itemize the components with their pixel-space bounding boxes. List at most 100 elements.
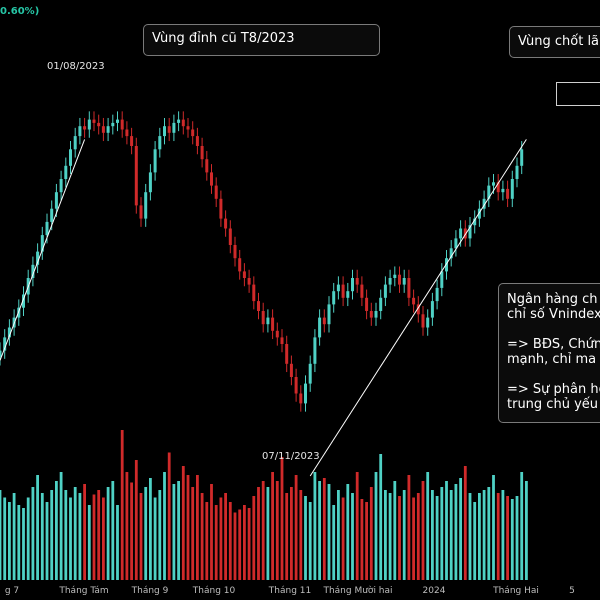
candle-body [407,278,411,298]
candle-body [106,126,110,133]
price-change-label: 0.60%) [0,6,40,17]
candle-body [238,258,242,272]
candle-body [92,119,96,123]
volume-bar [0,490,2,580]
volume-bar [463,466,467,580]
candle-body [177,119,181,123]
candle-body [351,278,354,292]
x-tick-label: Tháng 11 [268,586,312,596]
volume-bar [445,481,448,580]
candle-body [0,350,2,358]
candle-body [22,294,25,308]
volume-bar [87,505,91,580]
volume-bar [233,512,237,580]
candle-body [360,284,364,298]
volume-bar [8,502,11,580]
volume-bar [275,481,279,580]
candle-body [69,149,72,166]
volume-bar [210,484,213,580]
candle-body [31,264,35,278]
volume-bar [158,490,162,580]
volume-bar [26,497,30,580]
volume-bar [116,505,119,580]
x-tick-label: Tháng 9 [131,586,169,596]
volume-bar [40,493,44,580]
volume-bar [520,472,524,580]
candle-body [445,258,448,272]
candle-body [332,291,336,305]
volume-bar [17,505,21,580]
candle-body [515,165,519,179]
volume-bar [261,481,265,580]
volume-bar [459,478,462,580]
candle-body [205,159,209,173]
candle-body [73,136,77,150]
candle-body [40,235,44,252]
volume-bar [172,484,176,580]
candle-body [346,291,350,298]
volume-bar [59,472,63,580]
volume-bar [196,475,199,580]
volume-bar [313,472,317,580]
candle-body [379,297,383,311]
volume-bar [163,472,166,580]
volume-bar [360,499,364,580]
volume-bar [407,475,411,580]
candle-body [482,198,486,209]
x-tick-label: 5 [569,586,575,596]
candle-body [116,119,119,123]
candle-body [308,363,312,384]
x-tick-label: Tháng 10 [192,586,236,596]
volume-bar [290,487,293,580]
volume-bar [388,493,392,580]
volume-bar [369,487,373,580]
candle-body [388,278,392,285]
volume-bar [106,487,110,580]
volume-bar [243,505,246,580]
candle-body [492,182,495,186]
volume-bar [506,496,509,580]
volume-bar [341,497,345,580]
volume-bar [69,497,72,580]
candle-body [294,377,298,394]
candle-body [430,301,434,318]
volume-bar [73,487,77,580]
volume-bar [294,475,298,580]
peak-date-label: 01/08/2023 [47,61,105,72]
candle-body [285,344,289,364]
volume-bar [257,487,260,580]
candle-body [275,330,279,338]
volume-bar [478,493,481,580]
volume-bar [308,502,312,580]
x-tick-label: Tháng Hai [493,586,539,596]
volume-bar [130,482,133,580]
candle-body [510,179,514,199]
volume-bar [97,490,101,580]
candle-body [280,337,284,344]
volume-bar [271,472,274,580]
candle-body [402,278,406,285]
candle-body [87,119,91,130]
x-tick-label: Tháng Tám [59,586,109,596]
candle-body [214,185,218,199]
volume-bar [167,452,171,580]
volume-bar [55,481,58,580]
candle-body [454,238,458,249]
candle-body [487,185,491,199]
volume-bar [247,508,251,580]
volume-bar [205,502,209,580]
volume-bar [496,493,500,580]
candle-body [120,119,124,130]
candle-body [322,317,326,325]
candle-body [247,278,251,285]
candle-body [7,327,11,338]
candle-body [289,363,293,377]
volume-bar [83,484,86,580]
candle-body [440,271,444,288]
candle-body [463,228,467,239]
volume-bar [134,460,138,580]
volume-bar [337,490,340,580]
volume-bar [191,487,195,580]
candle-body [144,192,148,219]
candle-body [97,122,101,127]
